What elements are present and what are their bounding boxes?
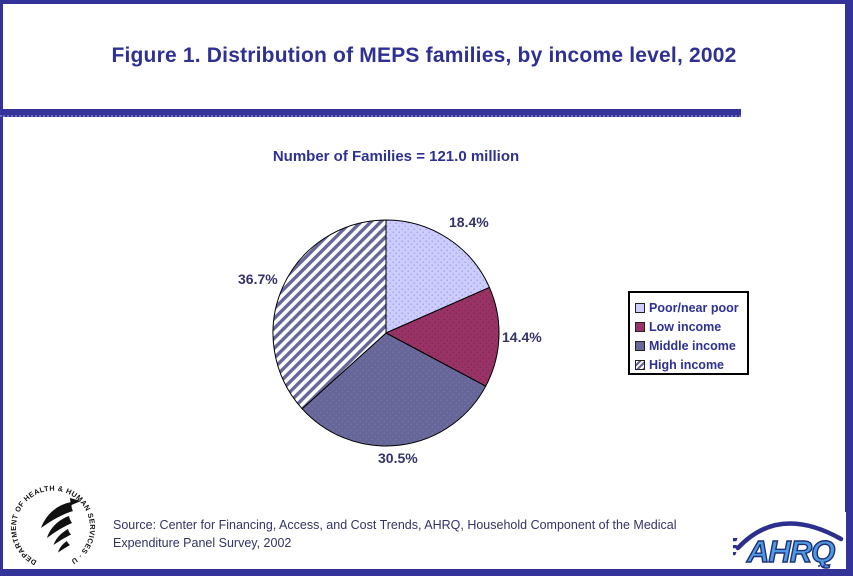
- legend-label: Middle income: [649, 338, 736, 353]
- legend-label: Poor/near poor: [649, 300, 739, 315]
- legend-swatch-poor-near-poor-icon: [635, 302, 645, 313]
- legend-item-low-income: Low income: [635, 317, 745, 336]
- source-line-1: Source: Center for Financing, Access, an…: [113, 518, 677, 532]
- pie-label-poor-near-poor: 18.4%: [449, 214, 489, 230]
- legend-swatch-middle-income-icon: [635, 340, 645, 351]
- chart-legend: Poor/near poor Low income Middle income …: [628, 291, 749, 375]
- pie-label-high-income: 36.7%: [238, 271, 278, 287]
- legend-item-middle-income: Middle income: [635, 336, 745, 355]
- svg-text:DEPARTMENT OF HEALTH & HUMAN S: DEPARTMENT OF HEALTH & HUMAN SERVICES · …: [6, 482, 97, 567]
- hhs-seal: DEPARTMENT OF HEALTH & HUMAN SERVICES · …: [3, 475, 100, 572]
- pie-slice-middle-income[interactable]: [301, 332, 487, 447]
- legend-label: Low income: [649, 319, 722, 334]
- title-divider: [0, 109, 741, 117]
- figure-title: Figure 1. Distribution of MEPS families,…: [111, 44, 737, 67]
- legend-item-high-income: High income: [635, 355, 745, 374]
- pie-slice-low-income[interactable]: [385, 286, 500, 387]
- pie-label-middle-income: 30.5%: [378, 450, 418, 466]
- chart-subtitle: Number of Families = 121.0 million: [272, 148, 520, 165]
- source-note: Source: Center for Financing, Access, an…: [113, 517, 738, 552]
- ahrq-logo-icon: AHRQ: [722, 521, 844, 570]
- pie-chart: [266, 213, 506, 453]
- legend-item-poor-near-poor: Poor/near poor: [635, 298, 745, 317]
- svg-text:AHRQ: AHRQ: [746, 534, 835, 569]
- pie-slice-high-income[interactable]: [272, 219, 387, 410]
- ahrq-logo: AHRQ: [722, 512, 846, 570]
- pie-chart-svg: [272, 219, 500, 447]
- legend-swatch-high-income-icon: [635, 359, 645, 370]
- hhs-eagle-icon: DEPARTMENT OF HEALTH & HUMAN SERVICES · …: [3, 475, 97, 567]
- legend-label: High income: [649, 357, 725, 372]
- pie-label-low-income: 14.4%: [502, 329, 542, 345]
- pie-slice-poor-near-poor[interactable]: [385, 219, 490, 334]
- source-line-2: Expenditure Panel Survey, 2002: [113, 535, 292, 550]
- legend-swatch-low-income-icon: [635, 321, 645, 332]
